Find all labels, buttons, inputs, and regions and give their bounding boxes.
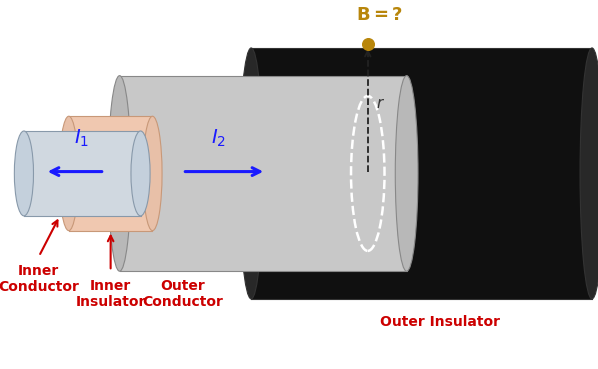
Ellipse shape (395, 76, 418, 271)
Bar (24, 131, 141, 216)
Text: Outer Insulator: Outer Insulator (380, 315, 499, 330)
Bar (69, 116, 152, 231)
Point (363, 41, 373, 47)
Text: Inner
Insulator: Inner Insulator (75, 279, 146, 309)
Text: $I_2$: $I_2$ (210, 128, 226, 149)
Ellipse shape (131, 131, 150, 216)
Text: $I_1$: $I_1$ (74, 128, 90, 149)
Text: Inner
Conductor: Inner Conductor (0, 264, 80, 294)
Ellipse shape (143, 116, 162, 231)
Bar (251, 48, 592, 299)
Ellipse shape (580, 48, 598, 299)
Text: Outer
Conductor: Outer Conductor (142, 279, 223, 309)
Text: $r$: $r$ (376, 96, 385, 111)
Text: $\mathbf{B = ?}$: $\mathbf{B = ?}$ (356, 6, 403, 24)
Ellipse shape (239, 48, 263, 299)
Ellipse shape (59, 116, 78, 231)
Bar (120, 76, 407, 271)
Ellipse shape (14, 131, 33, 216)
Ellipse shape (108, 76, 131, 271)
